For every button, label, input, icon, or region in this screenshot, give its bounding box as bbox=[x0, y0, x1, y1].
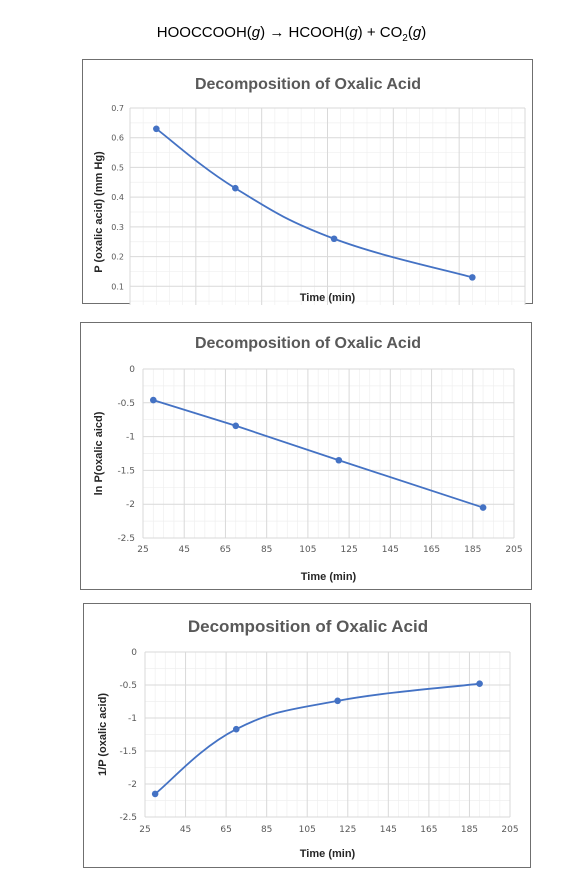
series-line bbox=[153, 399, 484, 509]
product-2-state: g bbox=[412, 24, 422, 41]
x-tick-label: 65 bbox=[220, 545, 231, 555]
x-tick-label: 25 bbox=[139, 825, 150, 835]
data-point bbox=[330, 235, 338, 243]
data-point bbox=[335, 456, 343, 464]
y-axis-label: ln P(oxalic aicd) bbox=[93, 411, 105, 495]
data-point bbox=[232, 725, 240, 733]
y-tick-label: -2.5 bbox=[119, 813, 137, 823]
x-tick-label: 145 bbox=[382, 545, 399, 555]
reactant-state: g bbox=[251, 24, 261, 41]
y-tick-label: 0.7 bbox=[111, 104, 124, 113]
y-tick-label: -1.5 bbox=[119, 747, 137, 757]
x-tick-label: 105 bbox=[299, 545, 316, 555]
data-point bbox=[232, 184, 239, 192]
y-tick-label: 0.1 bbox=[111, 282, 124, 291]
x-tick-label: 165 bbox=[420, 825, 437, 835]
data-point bbox=[469, 274, 476, 281]
x-tick-label: 145 bbox=[380, 825, 397, 835]
chart-title: Decomposition of Oxalic Acid bbox=[195, 76, 421, 93]
product-2: CO bbox=[379, 24, 403, 41]
reaction-equation: HOOCCOOH(g) → HCOOH(g) + CO2(g) bbox=[156, 24, 427, 44]
x-tick-label: 185 bbox=[464, 545, 481, 555]
data-point bbox=[151, 790, 159, 798]
chart-title: Decomposition of Oxalic Acid bbox=[188, 617, 428, 636]
x-tick-label: 85 bbox=[261, 545, 272, 555]
y-tick-label: 0.6 bbox=[111, 134, 124, 143]
x-tick-label: 125 bbox=[341, 545, 358, 555]
chart-ln-pressure-vs-time: Decomposition of Oxalic Acid 25 45 65 85 105 1… bbox=[80, 322, 532, 590]
product-1: HCOOH bbox=[288, 24, 345, 41]
y-tick-label: -0.5 bbox=[117, 399, 135, 409]
x-tick-label: 105 bbox=[299, 825, 316, 835]
x-tick-label: 25 bbox=[137, 545, 148, 555]
chart-pressure-vs-time: Decomposition of Oxalic Acid1,0003,0005,… bbox=[82, 59, 533, 305]
chart-inverse-pressure-vs-time: Decomposition of Oxalic Acid 25 45 65 85 105 1… bbox=[83, 603, 531, 868]
data-point bbox=[334, 697, 341, 705]
x-tick-label: 125 bbox=[339, 825, 356, 835]
x-axis-label: Time (min) bbox=[301, 571, 357, 583]
product-2-subscript: 2 bbox=[402, 33, 408, 44]
y-tick-label: -2 bbox=[128, 780, 137, 790]
y-axis-label: P (oxalic acid) (mm Hg) bbox=[93, 151, 105, 273]
x-tick-label: 45 bbox=[180, 825, 191, 835]
y-tick-label: 0 bbox=[129, 365, 135, 375]
x-tick-label: 205 bbox=[505, 545, 522, 555]
y-tick-label: 0.5 bbox=[111, 163, 124, 172]
y-tick-label: 0.4 bbox=[111, 193, 124, 202]
data-point bbox=[150, 396, 157, 404]
y-tick-label: -1.5 bbox=[117, 466, 135, 476]
x-axis-label: Time (min) bbox=[300, 292, 356, 304]
chart-inverse-pressure-svg: Decomposition of Oxalic Acid 25 45 65 85 105 1… bbox=[97, 617, 519, 860]
data-point bbox=[153, 125, 160, 133]
x-tick-label: 205 bbox=[501, 825, 518, 835]
plus-sign: + bbox=[366, 24, 376, 41]
y-axis-label: 1/P (oxalic acid) bbox=[97, 693, 109, 776]
series-line bbox=[155, 128, 473, 279]
y-tick-label: -1 bbox=[128, 714, 137, 724]
chart-ln-pressure-svg: Decomposition of Oxalic Acid 25 45 65 85 105 1… bbox=[93, 335, 523, 583]
reaction-arrow: → bbox=[269, 24, 285, 41]
reactant: HOOCCOOH bbox=[156, 24, 247, 41]
x-tick-label: 85 bbox=[261, 825, 272, 835]
y-tick-label: -2.5 bbox=[117, 534, 135, 544]
y-tick-label: 0.2 bbox=[111, 253, 124, 262]
series-line bbox=[154, 682, 480, 795]
x-tick-label: 165 bbox=[423, 545, 440, 555]
data-point bbox=[476, 680, 483, 687]
data-point bbox=[232, 422, 240, 430]
x-axis-label: Time (min) bbox=[300, 848, 356, 860]
x-tick-label: 185 bbox=[461, 825, 478, 835]
chart-title: Decomposition of Oxalic Acid bbox=[195, 335, 421, 352]
y-tick-label: 0 bbox=[131, 648, 137, 658]
chart-pressure-svg: Decomposition of Oxalic Acid1,0003,0005,… bbox=[93, 76, 526, 305]
y-tick-label: 0.3 bbox=[111, 223, 124, 232]
x-tick-label: 45 bbox=[178, 545, 189, 555]
y-tick-label: -0.5 bbox=[119, 681, 137, 691]
product-1-state: g bbox=[349, 24, 358, 41]
data-point bbox=[479, 504, 487, 511]
y-tick-label: -2 bbox=[126, 500, 135, 510]
x-tick-label: 65 bbox=[220, 825, 231, 835]
y-tick-label: -1 bbox=[126, 433, 135, 443]
